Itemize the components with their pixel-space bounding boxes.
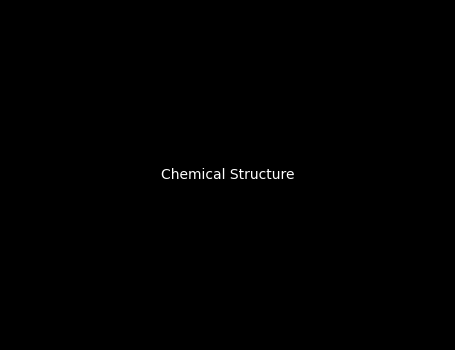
Text: Chemical Structure: Chemical Structure [161, 168, 294, 182]
